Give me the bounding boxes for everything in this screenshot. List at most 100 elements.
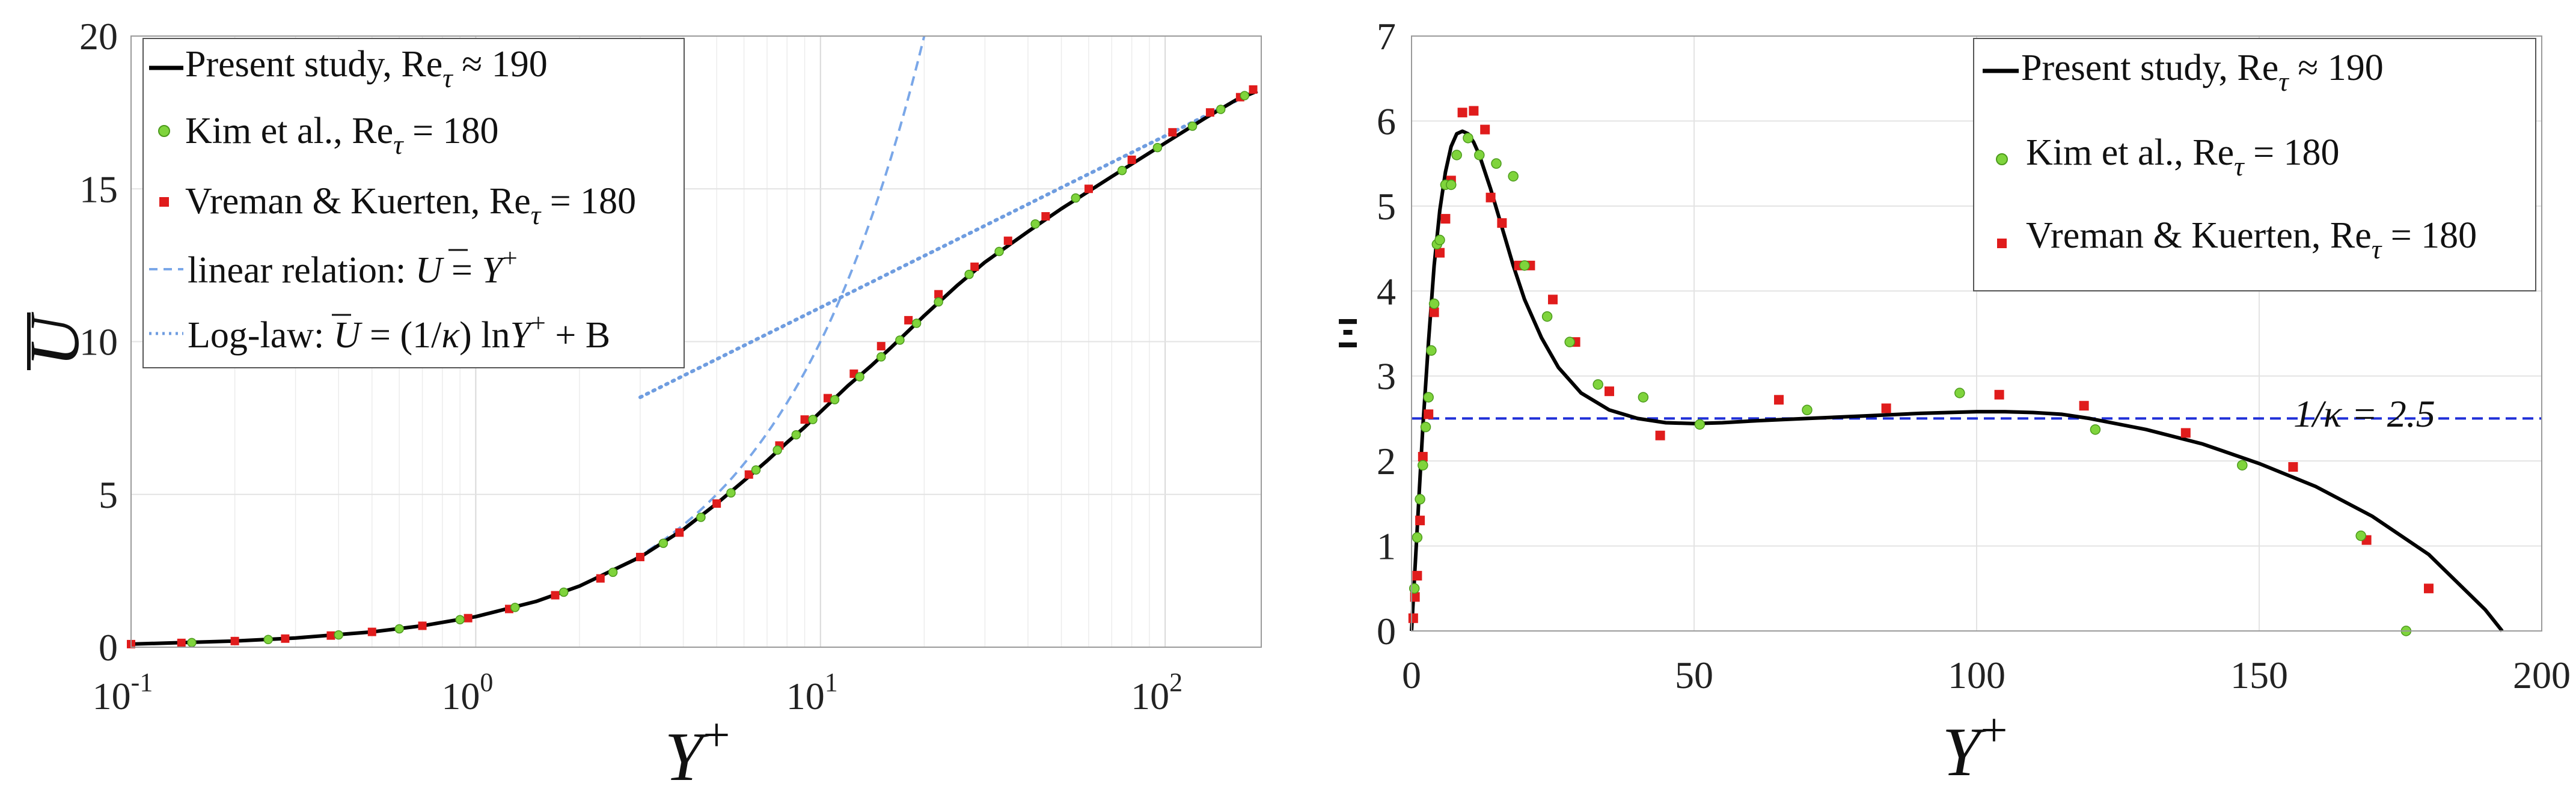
right-vreman-point: [1410, 592, 1420, 602]
right-kim-point: [1694, 419, 1706, 430]
kappa-annotation: 1/κ = 2.5: [2293, 392, 2435, 435]
right-kim-point: [1491, 158, 1502, 169]
right-vreman-point: [1418, 452, 1428, 462]
left-legend-box: [142, 38, 685, 368]
right-y-axis-label: Ξ: [1336, 312, 1360, 357]
left-x-axis-label: Y+: [664, 709, 730, 795]
left-kim-point: [263, 635, 273, 645]
right-vreman-point: [1435, 248, 1445, 258]
right-vreman-point: [1412, 571, 1422, 581]
right-legend-item-vreman: Vreman & Kuerten, Reτ = 180: [1997, 215, 2477, 264]
left-vreman-point: [1168, 128, 1177, 137]
left-kim-point: [726, 488, 736, 498]
right-vreman-point: [1424, 409, 1434, 419]
left-kim-point: [187, 638, 197, 648]
left-y-axis-label: U: [15, 312, 94, 370]
right-y-tick-label: 5: [1377, 185, 1396, 228]
left-vreman-point: [367, 627, 376, 636]
left-vreman-point: [596, 574, 605, 583]
left-kim-point: [791, 430, 801, 440]
right-kim-point: [1415, 494, 1425, 505]
left-kim-point: [1152, 142, 1163, 153]
left-kim-point: [876, 352, 886, 362]
right-kim-point: [1420, 421, 1431, 433]
left-legend-item-linear: linear relation: U = Y+: [149, 243, 518, 291]
left-vreman-point: [744, 470, 753, 479]
right-kim-point: [1592, 379, 1603, 390]
left-vreman-point: [1084, 184, 1093, 193]
left-kim-point: [751, 465, 761, 475]
left-y-tick-label: 10: [79, 321, 118, 364]
right-kim-point: [1463, 132, 1473, 144]
left-vreman-point: [326, 631, 335, 640]
left-vreman-point: [281, 634, 290, 643]
svg-text:Kim et al., Reτ = 180: Kim et al., Reτ = 180: [2026, 132, 2340, 181]
left-vreman-point: [800, 415, 809, 424]
right-vreman-point: [2180, 428, 2191, 438]
left-vreman-point: [177, 638, 186, 647]
right-vreman-point: [1415, 516, 1425, 526]
left-legend: Present study, Reτ ≈ 190 Kim et al., Reτ…: [142, 38, 685, 368]
left-x-tick-label: 102: [1131, 668, 1182, 717]
left-kim-point: [855, 372, 864, 382]
left-vreman-point: [934, 290, 943, 299]
right-kim-point: [1541, 311, 1553, 322]
right-x-tick-label: 0: [1402, 654, 1421, 696]
right-y-tick-label: 0: [1377, 610, 1396, 653]
left-kim-point: [455, 615, 465, 624]
left-vreman-point: [675, 528, 684, 537]
svg-text:Vreman & Kuerten, Reτ = 180: Vreman & Kuerten, Reτ = 180: [185, 181, 636, 230]
svg-text:Vreman & Kuerten, Reτ = 180: Vreman & Kuerten, Reτ = 180: [2026, 215, 2477, 264]
right-tick-labels: 0 1 2 3 4 5 6 7 0 50 100 150 200: [1377, 15, 2571, 696]
right-kim-point: [1412, 532, 1423, 543]
right-vreman-point: [1469, 106, 1479, 116]
right-vreman-point: [1774, 395, 1784, 405]
left-vreman-point: [712, 499, 721, 508]
right-legend: Present study, Reτ ≈ 190 Kim et al., Reτ…: [1973, 38, 2536, 291]
right-vreman-point: [1485, 192, 1496, 203]
left-kim-point: [1071, 193, 1081, 203]
left-kim-point: [510, 603, 520, 612]
left-xlabel-sup: +: [703, 709, 730, 762]
svg-text:linear relation: U = Y+: linear relation: U = Y+: [188, 243, 518, 291]
left-kim-point: [658, 538, 668, 548]
log-law-line: [638, 88, 1259, 400]
left-vreman-point: [1127, 155, 1136, 164]
right-chart-panel: 0 1 2 3 4 5 6 7 0 50 100 150 200 Y+ Ξ 1/κ = 2.5 Pres…: [1336, 15, 2571, 790]
left-axes-box: [130, 35, 1262, 648]
right-y-tick-label: 7: [1377, 15, 1396, 58]
left-kim-point: [964, 269, 974, 279]
svg-text:Log-law: U = (1/κ) lnY+ + B: Log-law: U = (1/κ) lnY+ + B: [188, 308, 610, 356]
right-y-tick-label: 4: [1377, 270, 1396, 312]
right-y-tick-label: 6: [1377, 100, 1396, 142]
right-axes-box: [1411, 35, 2542, 632]
right-x-tick-label: 200: [2513, 654, 2571, 696]
left-kim-point: [608, 567, 618, 577]
right-vreman-point: [1429, 307, 1439, 317]
left-y-tick-label: 15: [79, 168, 118, 210]
left-kim-point: [1240, 91, 1250, 100]
left-ylabel: U: [15, 312, 94, 367]
left-legend-item-kim: Kim et al., Reτ = 180: [158, 111, 499, 160]
left-xlabel-base: Y: [664, 719, 709, 795]
left-kim-point: [394, 624, 404, 634]
left-kim-point: [1117, 165, 1127, 175]
left-legend-item-loglaw: Log-law: U = (1/κ) lnY+ + B: [149, 308, 610, 356]
right-x-axis-label: Y+: [1942, 704, 2007, 790]
left-y-tick-label: 20: [79, 15, 118, 58]
right-kim-point: [1418, 460, 1428, 471]
right-kim-point: [1423, 392, 1434, 403]
left-kim-point: [895, 335, 905, 345]
right-vreman-point: [1655, 430, 1665, 440]
left-kim-point: [559, 587, 569, 597]
left-x-tick-label: 101: [786, 668, 838, 717]
right-legend-item-kim: Kim et al., Reτ = 180: [1996, 132, 2340, 181]
left-vreman-point: [1041, 212, 1050, 221]
right-kim-point: [1802, 404, 1813, 416]
right-kim-point: [1474, 150, 1485, 160]
left-vreman-point: [635, 552, 644, 561]
left-y-tick-label: 0: [99, 626, 118, 669]
left-vreman-point: [230, 636, 239, 645]
right-vreman-point: [2288, 462, 2298, 472]
